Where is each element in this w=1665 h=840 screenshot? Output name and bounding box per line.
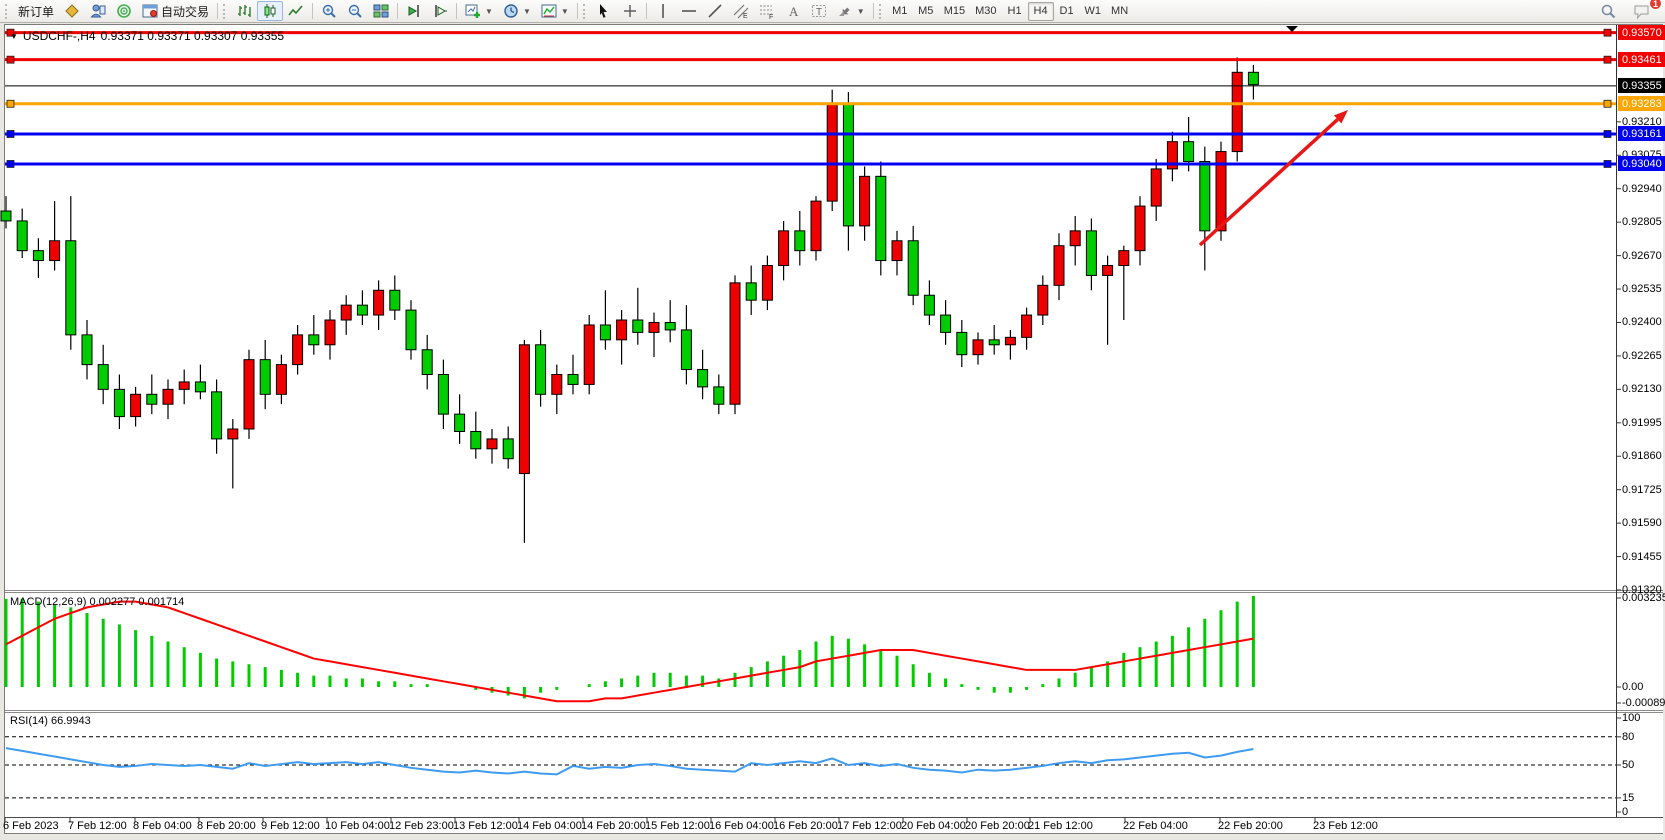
- text-label-button[interactable]: T: [806, 1, 832, 21]
- data-window-button[interactable]: [85, 1, 111, 21]
- timeframe-m1[interactable]: M1: [892, 5, 908, 17]
- autotrade-icon: [142, 4, 158, 18]
- chevron-down-icon: ▼: [856, 6, 865, 16]
- svg-text:T: T: [816, 7, 822, 18]
- line-chart-button[interactable]: [283, 1, 309, 21]
- horizontal-line-icon: [681, 10, 696, 12]
- indicators-button[interactable]: ▼: [536, 1, 574, 21]
- toolbar: 新订单 自动交易: [0, 0, 1665, 23]
- arrows-icon: [838, 7, 850, 16]
- trendline-button[interactable]: [702, 1, 728, 21]
- toolbar-grip[interactable]: [5, 3, 10, 19]
- arrows-button[interactable]: ▼: [832, 1, 870, 21]
- text-button[interactable]: A: [780, 1, 806, 21]
- timeframe-d1[interactable]: D1: [1059, 5, 1074, 17]
- timeframe-m30[interactable]: M30: [975, 5, 997, 17]
- tile-windows-button[interactable]: [368, 1, 394, 21]
- timeframe-m5[interactable]: M5: [918, 5, 934, 17]
- fibonacci-icon: F: [759, 5, 773, 19]
- chart-shift-button[interactable]: [401, 1, 427, 21]
- shift-marker-icon: [1286, 26, 1298, 32]
- timeframe-w1[interactable]: W1: [1084, 5, 1102, 17]
- toolbar-grip[interactable]: [582, 3, 588, 19]
- timeframe-h1[interactable]: H1: [1007, 5, 1022, 17]
- bars-chart-icon: [238, 5, 251, 17]
- indicators-icon: [541, 4, 557, 18]
- zoom-out-icon: [348, 4, 362, 18]
- trendline-icon: [708, 4, 722, 18]
- channel-button[interactable]: E: [728, 1, 754, 21]
- quotes-button[interactable]: [59, 1, 85, 21]
- zoom-in-button[interactable]: [316, 1, 342, 21]
- fibonacci-button[interactable]: F: [754, 1, 780, 21]
- bars-chart-button[interactable]: [231, 1, 257, 21]
- trend-arrow[interactable]: [1198, 118, 1339, 247]
- data-window-icon: [90, 4, 106, 18]
- timeframe-h4[interactable]: H4: [1027, 1, 1054, 21]
- svg-text:E: E: [743, 13, 748, 19]
- chart-shift-icon: [408, 5, 419, 17]
- autotrade-button[interactable]: 自动交易: [137, 1, 214, 21]
- toolbar-grip[interactable]: [878, 3, 884, 19]
- zoom-in-icon: [322, 4, 336, 18]
- svg-text:F: F: [769, 14, 773, 19]
- profiles-clock-icon: [504, 4, 518, 18]
- timeframe-mn[interactable]: MN: [1111, 5, 1129, 17]
- cursor-button[interactable]: [591, 1, 617, 21]
- search-icon: [1601, 4, 1616, 18]
- toolbar-grip[interactable]: [223, 3, 228, 19]
- line-chart-icon: [288, 5, 303, 16]
- vertical-line-button[interactable]: [650, 1, 676, 21]
- new-order-label: 新订单: [18, 4, 55, 19]
- text-label-icon: T: [811, 5, 826, 18]
- tile-windows-icon: [373, 4, 389, 18]
- cursor-icon: [599, 4, 607, 18]
- vertical-line-icon: [661, 4, 664, 18]
- quotes-icon: [65, 4, 79, 18]
- autotrade-label: 自动交易: [161, 4, 210, 19]
- chevron-down-icon: ▼: [522, 6, 531, 16]
- notification-badge: 1: [1649, 0, 1662, 10]
- new-chart-icon: [465, 4, 481, 18]
- new-chart-button[interactable]: ▼: [460, 1, 498, 21]
- candles-chart-button[interactable]: [257, 1, 284, 21]
- chevron-down-icon: ▼: [485, 6, 493, 16]
- navigator-button[interactable]: [111, 1, 137, 21]
- timeframe-m15[interactable]: M15: [943, 5, 966, 17]
- chart-shift-end-icon: [435, 5, 448, 17]
- navigator-icon: [117, 4, 131, 18]
- timeframe-group: M1 M5 M15 M30 H1 H4 D1 W1 MN: [887, 1, 1133, 21]
- crosshair-icon: [623, 5, 636, 17]
- new-order-button[interactable]: 新订单: [13, 1, 59, 21]
- chevron-down-icon: ▼: [560, 6, 569, 16]
- horizontal-line-button[interactable]: [676, 1, 702, 21]
- notifications-button[interactable]: 1: [1628, 0, 1662, 21]
- search-button[interactable]: [1595, 1, 1622, 21]
- chat-bubble-icon: [1634, 5, 1649, 20]
- chart-shift-end-button[interactable]: [427, 1, 453, 21]
- equidistant-channel-icon: E: [733, 4, 749, 19]
- profiles-button[interactable]: ▼: [498, 1, 536, 21]
- crosshair-button[interactable]: [617, 1, 643, 21]
- zoom-out-button[interactable]: [342, 1, 368, 21]
- svg-text:A: A: [789, 4, 799, 19]
- text-icon: A: [789, 4, 799, 19]
- candles-chart-icon: [264, 4, 276, 18]
